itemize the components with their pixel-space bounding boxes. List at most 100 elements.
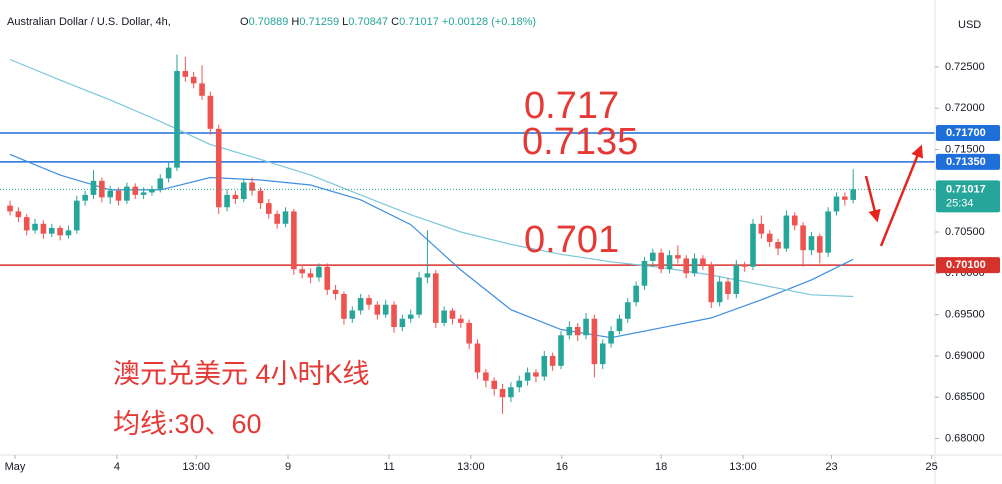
- candle-body: [791, 215, 798, 226]
- candle-body: [833, 196, 840, 212]
- candle-body: [374, 304, 381, 315]
- candle-body: [483, 372, 489, 381]
- candle-body: [524, 372, 531, 381]
- candle-body: [716, 281, 723, 303]
- candle-body: [850, 189, 856, 200]
- currency-label: USD: [958, 19, 981, 31]
- candle-body: [299, 269, 306, 274]
- candle-body: [382, 304, 389, 315]
- candle-body: [800, 225, 806, 251]
- candle-body: [65, 230, 72, 236]
- candle-body: [441, 310, 447, 323]
- price-label: 0.71350: [946, 156, 986, 168]
- price-label-box: [936, 257, 1000, 274]
- candle-body: [182, 71, 189, 77]
- candle-body: [99, 180, 105, 198]
- candle-body: [215, 128, 222, 208]
- y-tick-label: 0.70500: [945, 226, 985, 238]
- x-tick-label: 16: [556, 461, 568, 473]
- candle-body: [508, 387, 514, 398]
- candle-body: [407, 314, 414, 319]
- candle-body: [274, 213, 280, 224]
- candle-body: [842, 196, 848, 200]
- candle-body: [90, 180, 97, 195]
- candle-body: [7, 205, 13, 212]
- candle-body: [624, 302, 631, 319]
- legend-key: H: [291, 16, 299, 28]
- y-tick-label: 0.72000: [945, 102, 985, 114]
- candle-body: [783, 215, 790, 249]
- candle-body: [725, 281, 731, 294]
- annotation: 0.7135: [522, 121, 638, 163]
- y-tick-label: 0.69500: [945, 309, 985, 321]
- candle-body: [232, 194, 239, 200]
- legend-value: 0.70889: [249, 16, 289, 28]
- legend-value: 0.70847: [348, 16, 388, 28]
- y-tick-label: 0.68000: [945, 432, 985, 444]
- candle-body: [23, 217, 30, 231]
- candle-body: [633, 285, 639, 303]
- candle-body: [666, 255, 673, 270]
- plot-area: [0, 54, 935, 414]
- candle-body: [266, 203, 272, 214]
- candle-body: [449, 310, 456, 319]
- x-tick-label: 11: [383, 461, 394, 473]
- candle-body: [332, 289, 339, 294]
- candle-body: [157, 178, 164, 190]
- x-tick-label: May: [5, 461, 26, 473]
- candle-body: [650, 252, 656, 261]
- candle-body: [416, 277, 422, 315]
- candle-body: [174, 71, 180, 168]
- annotation: 澳元兑美元 4小时K线: [113, 359, 370, 389]
- x-tick-label: 18: [655, 461, 667, 473]
- candle-body: [691, 258, 698, 274]
- candle-body: [132, 186, 139, 195]
- chart-title: Australian Dollar / U.S. Dollar, 4h,: [7, 16, 171, 28]
- candle-body: [207, 95, 214, 129]
- candle-body: [366, 298, 372, 305]
- change-text: +0.00128 (+0.18%): [442, 16, 536, 28]
- annotation: 0.701: [524, 219, 619, 261]
- x-tick-label: 13:00: [457, 461, 485, 473]
- candle-body: [566, 327, 573, 336]
- candle-body: [641, 260, 648, 286]
- candle-body: [190, 76, 197, 84]
- candle-body: [391, 304, 397, 328]
- candle-body: [307, 273, 314, 278]
- candle-body: [741, 265, 748, 267]
- candle-body: [466, 322, 472, 344]
- annotation: 0.717: [524, 85, 619, 127]
- candle-body: [591, 318, 598, 365]
- candle-body: [257, 190, 264, 204]
- candle-body: [199, 83, 205, 96]
- candle-body: [324, 266, 331, 290]
- candle-body: [399, 318, 406, 328]
- candle-body: [491, 380, 498, 389]
- candle-body: [224, 194, 230, 208]
- price-label: 0.70100: [946, 259, 986, 271]
- x-tick-label: 9: [285, 461, 291, 473]
- countdown-label: 25:34: [946, 197, 974, 209]
- candle-body: [549, 355, 556, 366]
- y-tick-label: 0.71500: [945, 143, 985, 155]
- price-label-box: [936, 153, 1000, 170]
- arrow: [879, 144, 924, 247]
- candle-body: [282, 211, 289, 224]
- candle-body: [499, 388, 506, 398]
- candle-body: [599, 343, 606, 365]
- candle-body: [558, 335, 564, 366]
- candle-body: [616, 318, 623, 332]
- candle-body: [432, 273, 439, 323]
- candle-body: [583, 318, 589, 336]
- x-tick-label: 13:00: [182, 461, 210, 473]
- candle-body: [766, 233, 773, 242]
- candle-body: [516, 380, 523, 388]
- candle-body: [124, 186, 130, 201]
- x-tick-label: 25: [926, 461, 938, 473]
- candle-body: [675, 255, 681, 259]
- candle-body: [107, 190, 113, 198]
- candle-body: [357, 298, 364, 311]
- candle-body: [708, 265, 715, 303]
- candle-body: [115, 190, 122, 201]
